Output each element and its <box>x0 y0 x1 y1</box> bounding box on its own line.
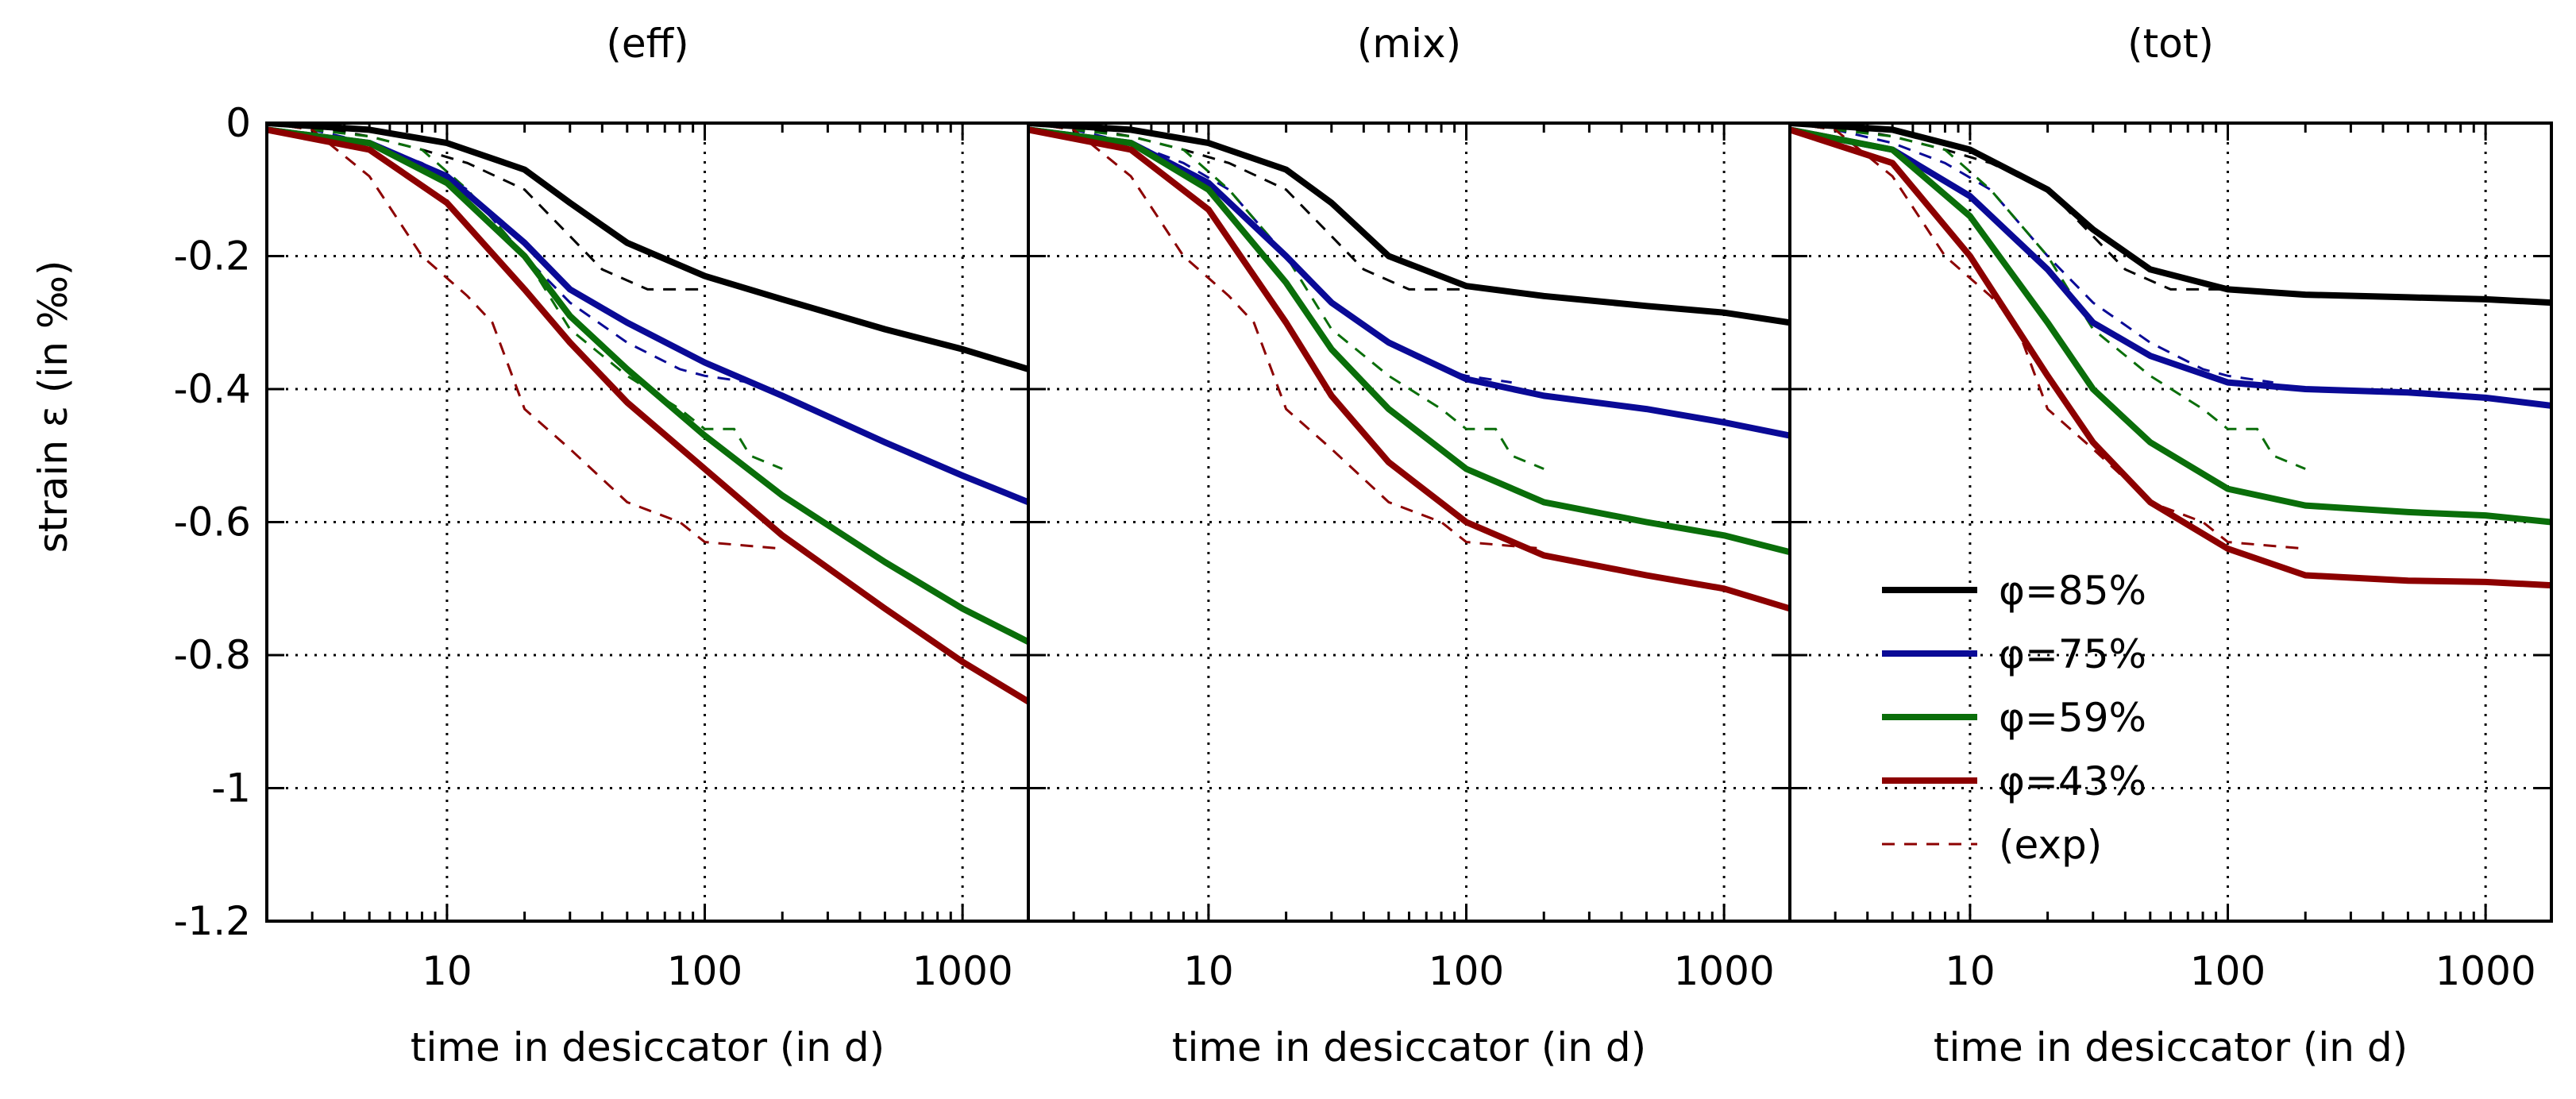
plot-frame <box>1788 121 2553 923</box>
series-line-phi43 <box>1028 126 1790 612</box>
series-line-phi85 <box>267 123 1028 372</box>
panels-layer: (eff) 0 -0.2 -0.4 -0.6 -0.8 -1 -1.2 10 100 1000 tim… <box>173 21 2553 1070</box>
x-tick-label: 100 <box>1429 948 1504 994</box>
series-line-phi59 <box>267 126 1028 645</box>
y-tick-label: -0.4 <box>173 366 251 412</box>
panel-1: (mix) 10 100 1000 time in desiccator (in d) <box>1027 21 1791 1070</box>
series-line-phi85 <box>1028 123 1790 326</box>
legend-label: φ=75% <box>1999 631 2146 677</box>
x-tick-label: 100 <box>667 948 742 994</box>
series-line-phi59 <box>1028 126 1790 556</box>
legend-label: φ=43% <box>1999 758 2146 804</box>
series-line-phi85 <box>1790 123 2551 307</box>
exp-line-phi59 <box>267 123 783 470</box>
y-tick-label: -1 <box>211 765 251 812</box>
series-line-phi75 <box>1790 126 2551 409</box>
exp-line-phi43 <box>267 123 783 550</box>
x-tick-label: 1000 <box>1674 948 1775 994</box>
y-tick-label: -0.8 <box>173 632 251 678</box>
panel-2: (tot) 10 100 1000 time in desiccator (in d) <box>1788 21 2553 1070</box>
exp-line-phi85 <box>267 123 705 291</box>
series-line-phi43 <box>267 126 1028 705</box>
y-axis-label: strain ε (in ‰) <box>30 260 76 553</box>
y-tick-label: 0 <box>226 100 251 146</box>
legend-label: φ=59% <box>1999 695 2146 741</box>
panel-title: (tot) <box>2127 21 2214 67</box>
x-tick-label: 100 <box>2190 948 2266 994</box>
series-line-phi75 <box>1028 126 1790 439</box>
y-tick-label: -0.2 <box>173 233 251 280</box>
legend-label: φ=85% <box>1999 568 2146 614</box>
series-line-phi75 <box>267 126 1028 506</box>
x-tick-label: 10 <box>422 948 472 994</box>
x-axis-label: time in desiccator (in d) <box>1172 1024 1646 1070</box>
exp-line-phi59 <box>1790 123 2306 470</box>
y-tick-label: -0.6 <box>173 499 251 546</box>
series-line-phi43 <box>1790 126 2551 589</box>
x-tick-label: 1000 <box>2435 948 2536 994</box>
panel-title: (mix) <box>1357 21 1461 67</box>
y-tick-label: -1.2 <box>173 898 251 944</box>
legend-label: (exp) <box>1999 822 2102 868</box>
x-axis-label: time in desiccator (in d) <box>1934 1024 2408 1070</box>
exp-line-phi85 <box>1028 123 1467 291</box>
exp-line-phi75 <box>1790 123 2273 384</box>
exp-line-phi43 <box>1790 123 2306 550</box>
x-tick-label: 1000 <box>912 948 1013 994</box>
x-tick-label: 10 <box>1945 948 1996 994</box>
legend: φ=85% φ=75% φ=59% φ=43% (exp) <box>1882 568 2146 868</box>
panel-0: (eff) 0 -0.2 -0.4 -0.6 -0.8 -1 -1.2 10 100 1000 tim… <box>173 21 1030 1070</box>
exp-line-phi43 <box>1028 123 1544 550</box>
x-axis-label: time in desiccator (in d) <box>411 1024 885 1070</box>
exp-line-phi85 <box>1790 123 2228 291</box>
panel-title: (eff) <box>606 21 688 67</box>
series-line-phi59 <box>1790 126 2551 526</box>
x-tick-label: 10 <box>1183 948 1234 994</box>
exp-line-phi59 <box>1028 123 1544 470</box>
